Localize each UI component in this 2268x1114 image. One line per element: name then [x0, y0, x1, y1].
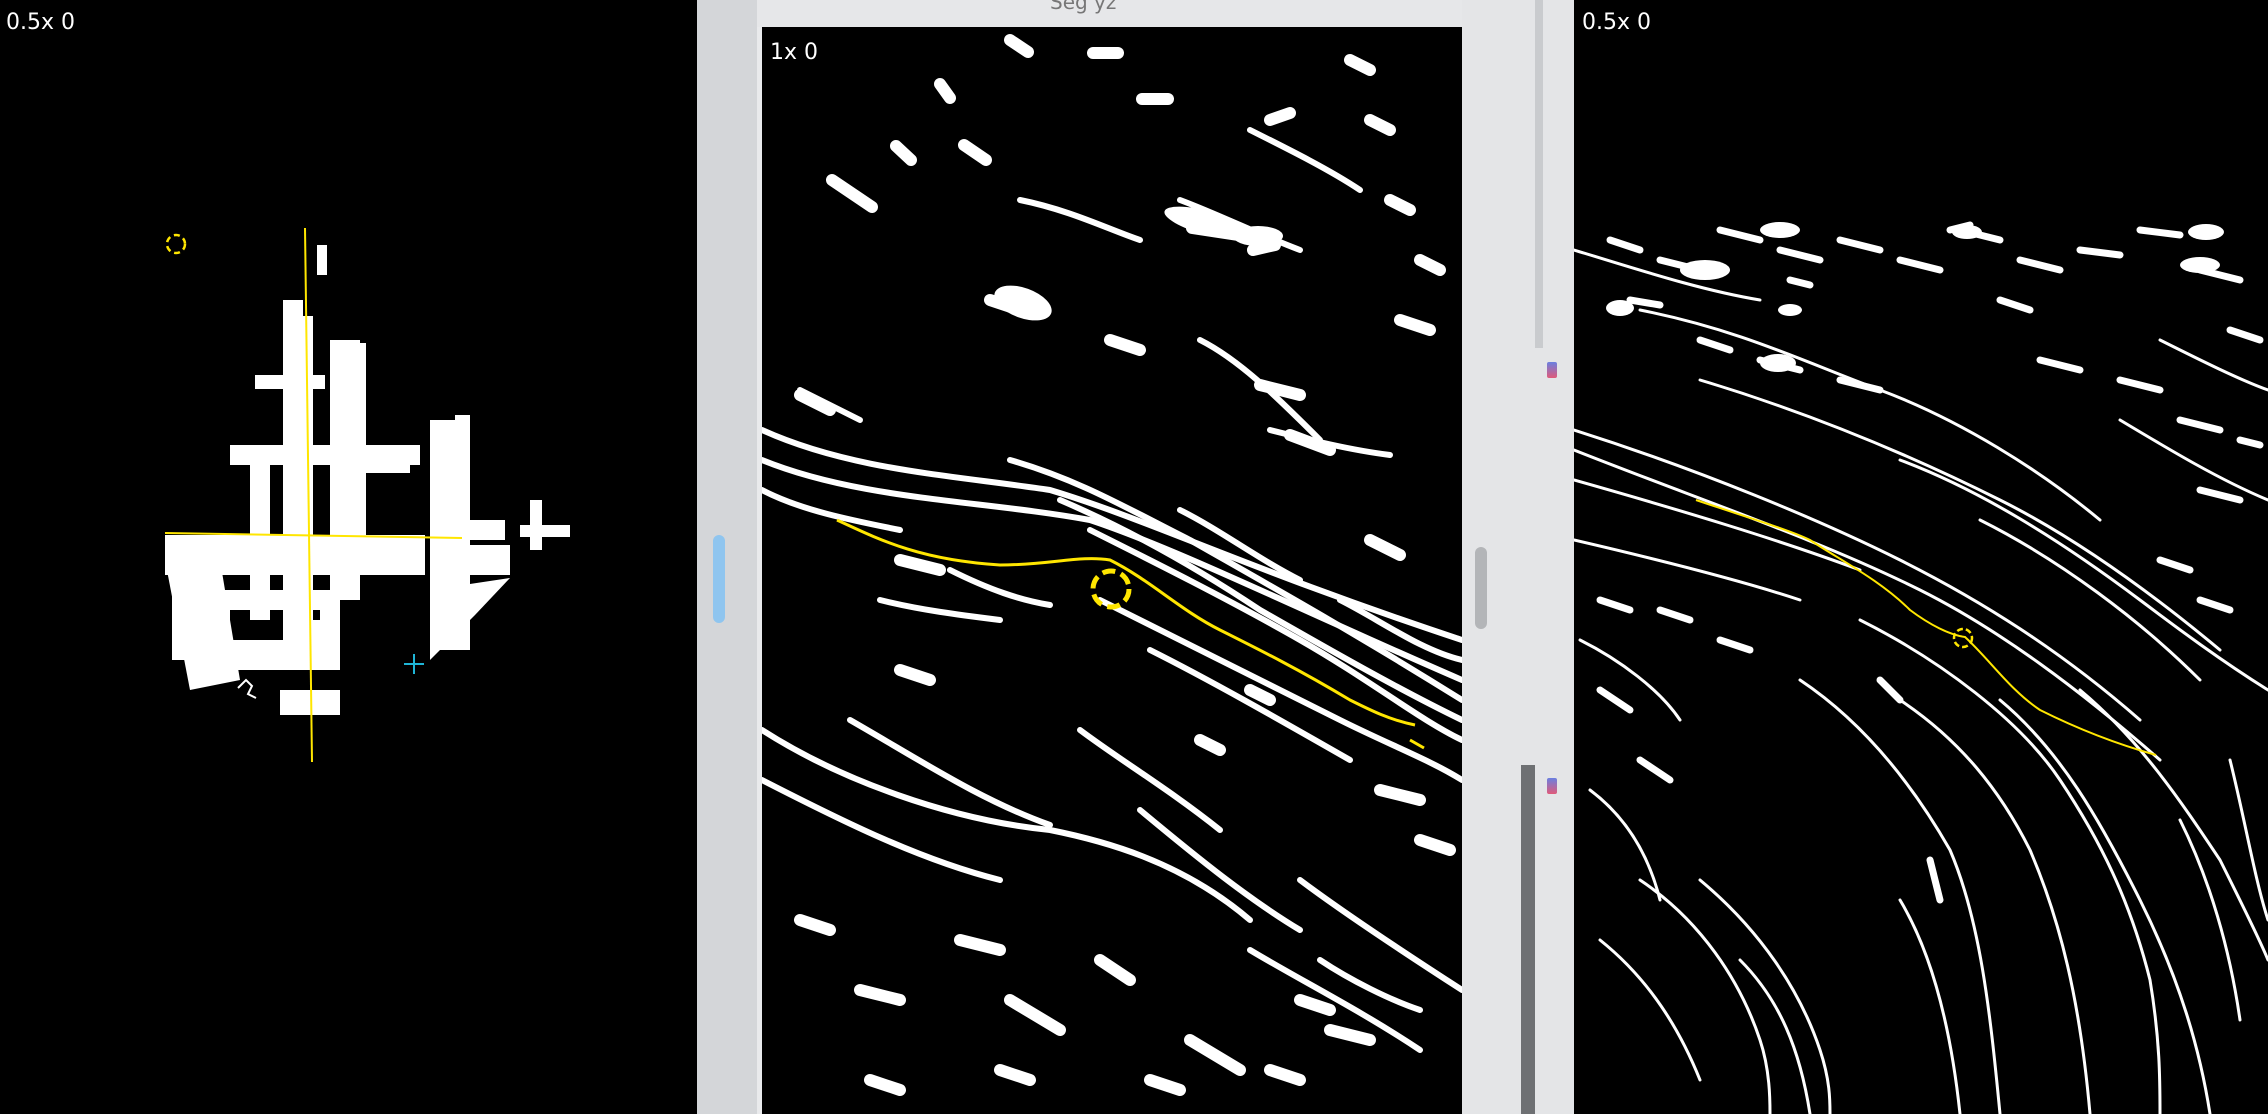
center-slice-canvas: [762, 34, 1462, 1096]
focus-point-icon: [1090, 568, 1132, 610]
right-viewport[interactable]: 0.5x 0: [1574, 0, 2268, 1114]
focus-point-icon: [1952, 627, 1974, 649]
resize-handle-icon[interactable]: [1547, 362, 1557, 378]
center-left-gutter: [697, 0, 757, 1114]
center-window-title: Seg yz: [1050, 0, 1117, 14]
center-divider-top: [1535, 0, 1543, 348]
center-viewport[interactable]: 1x 0: [762, 27, 1462, 1114]
right-slice-canvas: [1574, 221, 2268, 1114]
focus-point-icon: [165, 233, 187, 255]
resize-handle-icon[interactable]: [1547, 778, 1557, 794]
center-divider-bottom[interactable]: [1521, 765, 1535, 1114]
center-right-scrollbar[interactable]: [1475, 547, 1487, 629]
crosshair-icon: [404, 654, 424, 674]
center-zoom-label: 1x 0: [770, 40, 819, 65]
right-zoom-label: 0.5x 0: [1582, 10, 1651, 35]
left-zoom-label: 0.5x 0: [6, 10, 75, 35]
left-slice-canvas: [164, 227, 570, 763]
center-left-scrollbar[interactable]: [713, 535, 725, 623]
center-titlebar[interactable]: [697, 0, 1574, 27]
left-viewport[interactable]: 0.5x 0: [0, 0, 697, 1114]
